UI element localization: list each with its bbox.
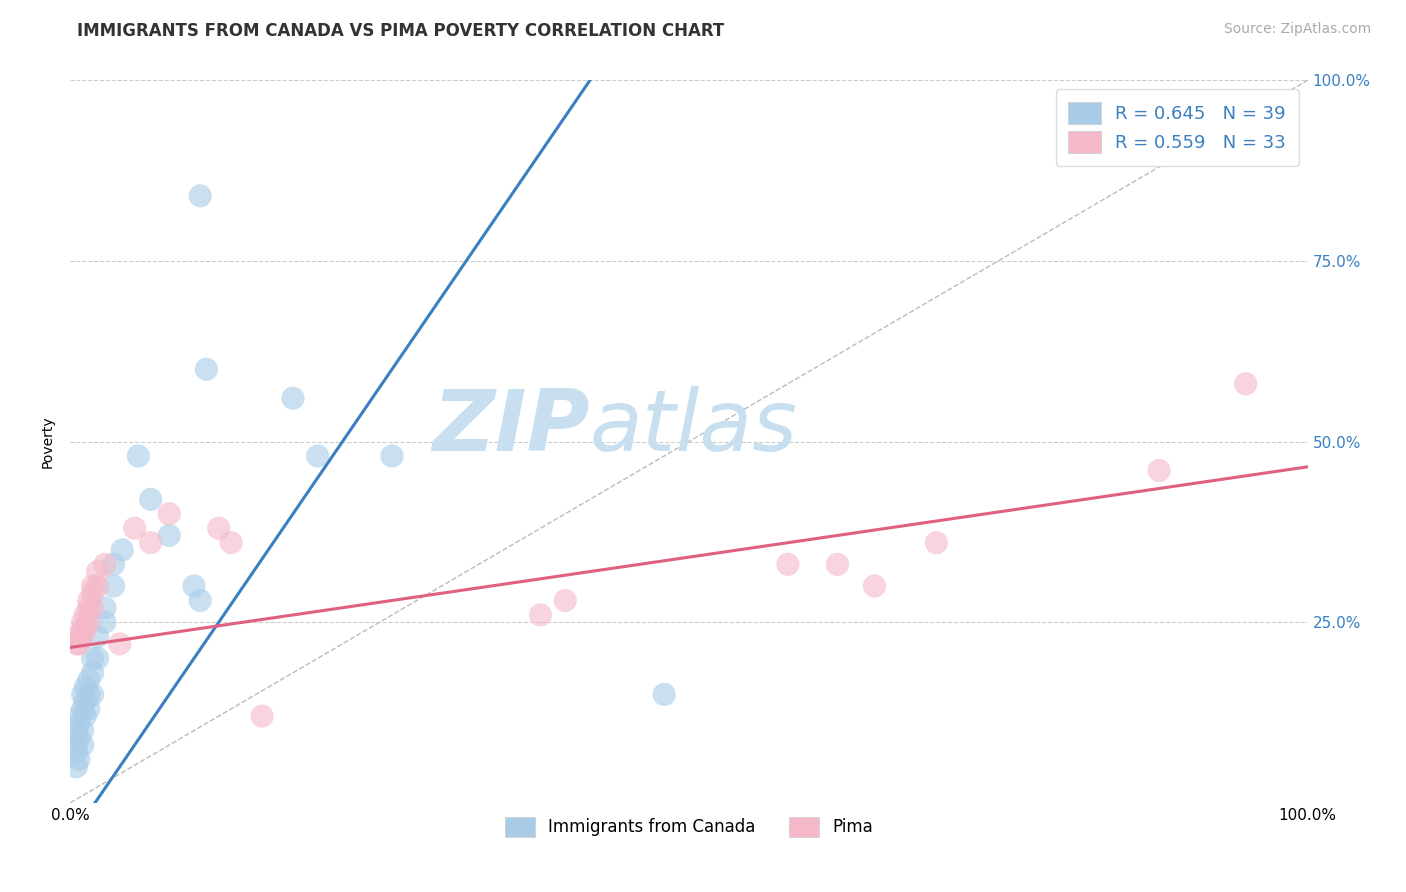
- Point: [67, 731, 90, 745]
- Point: [72, 615, 94, 630]
- Point: [67, 637, 90, 651]
- Point: [776, 558, 799, 572]
- Point: [108, 637, 131, 651]
- Point: [65, 630, 87, 644]
- Point: [67, 716, 90, 731]
- Point: [139, 492, 162, 507]
- Point: [86, 579, 108, 593]
- Point: [67, 630, 90, 644]
- Point: [157, 528, 180, 542]
- Point: [188, 593, 211, 607]
- Point: [86, 565, 108, 579]
- Point: [82, 586, 104, 600]
- Point: [94, 600, 117, 615]
- Point: [381, 449, 404, 463]
- Point: [157, 507, 180, 521]
- Point: [219, 535, 242, 549]
- Point: [111, 542, 134, 557]
- Point: [281, 391, 304, 405]
- Point: [307, 449, 329, 463]
- Point: [72, 687, 94, 701]
- Point: [65, 723, 87, 738]
- Point: [65, 745, 87, 759]
- Point: [124, 521, 146, 535]
- Point: [77, 673, 100, 687]
- Point: [1147, 463, 1170, 477]
- Point: [65, 738, 87, 752]
- Point: [67, 709, 90, 723]
- Point: [72, 723, 94, 738]
- Point: [75, 680, 97, 694]
- Point: [77, 593, 100, 607]
- Point: [82, 665, 104, 680]
- Point: [529, 607, 551, 622]
- Point: [77, 702, 100, 716]
- Point: [127, 449, 149, 463]
- Point: [72, 702, 94, 716]
- Point: [827, 558, 849, 572]
- Point: [86, 651, 108, 665]
- Point: [652, 687, 675, 701]
- Point: [75, 623, 97, 637]
- Point: [195, 362, 218, 376]
- Point: [72, 630, 94, 644]
- Point: [67, 752, 90, 766]
- Point: [554, 593, 576, 607]
- Point: [65, 637, 87, 651]
- Y-axis label: Poverty: Poverty: [41, 416, 55, 467]
- Point: [82, 579, 104, 593]
- Point: [103, 579, 125, 593]
- Text: Source: ZipAtlas.com: Source: ZipAtlas.com: [1223, 22, 1371, 37]
- Text: atlas: atlas: [591, 385, 799, 468]
- Point: [250, 709, 273, 723]
- Point: [188, 189, 211, 203]
- Point: [75, 695, 97, 709]
- Point: [75, 709, 97, 723]
- Point: [103, 558, 125, 572]
- Point: [65, 760, 87, 774]
- Point: [208, 521, 231, 535]
- Legend: Immigrants from Canada, Pima: Immigrants from Canada, Pima: [494, 805, 884, 848]
- Text: ZIP: ZIP: [432, 385, 591, 468]
- Point: [82, 651, 104, 665]
- Point: [1234, 376, 1257, 391]
- Point: [94, 558, 117, 572]
- Point: [75, 607, 97, 622]
- Point: [86, 630, 108, 644]
- Point: [863, 579, 886, 593]
- Point: [82, 600, 104, 615]
- Point: [94, 615, 117, 630]
- Point: [139, 535, 162, 549]
- Point: [925, 535, 948, 549]
- Point: [77, 615, 100, 630]
- Point: [72, 738, 94, 752]
- Point: [77, 687, 100, 701]
- Point: [77, 600, 100, 615]
- Point: [183, 579, 205, 593]
- Point: [82, 687, 104, 701]
- Point: [72, 623, 94, 637]
- Text: IMMIGRANTS FROM CANADA VS PIMA POVERTY CORRELATION CHART: IMMIGRANTS FROM CANADA VS PIMA POVERTY C…: [77, 22, 724, 40]
